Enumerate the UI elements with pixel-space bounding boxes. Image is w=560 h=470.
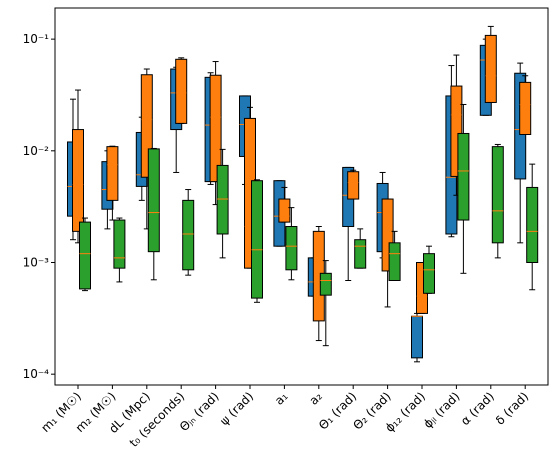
x-tick-label: ψ (rad) (217, 389, 256, 428)
box (381, 198, 394, 272)
box (79, 221, 91, 290)
box (354, 239, 367, 269)
box (216, 164, 229, 235)
box (388, 242, 401, 281)
x-tick-label: α (rad) (458, 389, 497, 428)
x-tick-label: δ (rad) (493, 389, 531, 427)
box (423, 253, 435, 294)
box (251, 180, 263, 299)
plot-frame (54, 7, 549, 386)
box (106, 146, 119, 201)
x-tick-label: a₂ (306, 389, 325, 408)
box (113, 219, 126, 269)
box (411, 315, 423, 359)
y-tick-label: 10⁻¹ (23, 32, 50, 46)
box (209, 74, 222, 183)
box (319, 272, 332, 296)
box (182, 199, 195, 271)
box (457, 132, 470, 221)
box (526, 186, 539, 263)
y-tick-label: 10⁻⁴ (23, 367, 50, 381)
y-tick-label: 10⁻³ (23, 255, 50, 269)
box (140, 74, 153, 178)
box (450, 85, 463, 177)
y-tick-label: 10⁻² (23, 144, 50, 158)
box (491, 146, 504, 244)
box (72, 129, 84, 232)
box (278, 198, 291, 223)
box (147, 148, 160, 253)
box (175, 58, 188, 124)
box (484, 34, 497, 103)
box (347, 171, 360, 200)
box (285, 226, 298, 271)
x-tick-label: a₁ (272, 389, 291, 408)
x-tick-label: ϕⱼₗ (rad) (421, 389, 463, 431)
box (519, 81, 532, 135)
